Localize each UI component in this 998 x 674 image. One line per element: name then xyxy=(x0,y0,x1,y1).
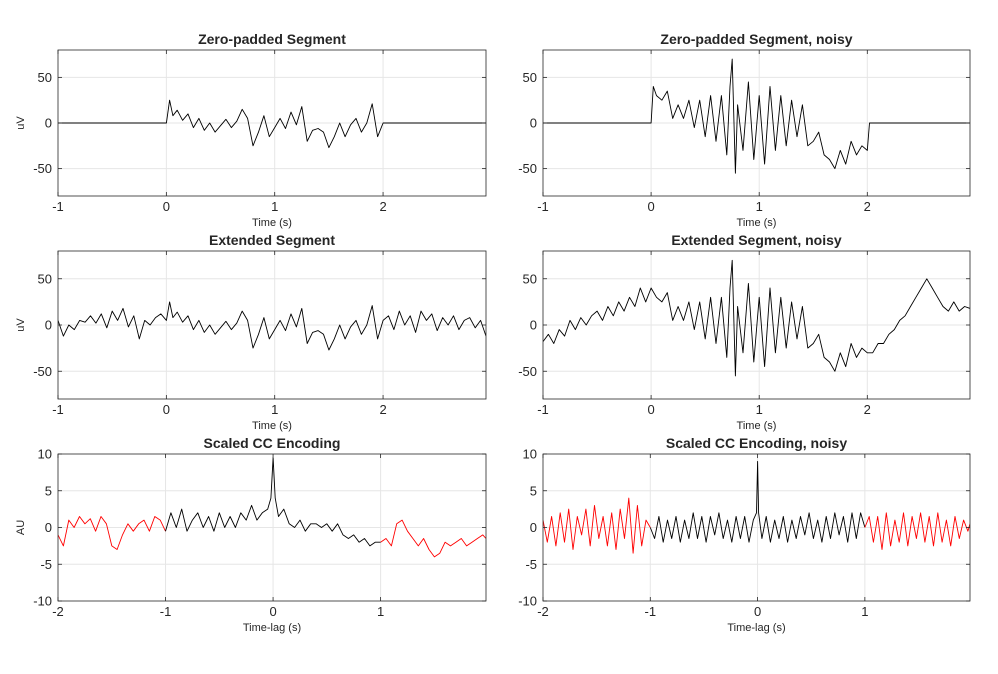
x-tick-label: -1 xyxy=(645,604,657,619)
x-tick-label: 1 xyxy=(756,199,763,214)
x-tick-label: 2 xyxy=(864,199,871,214)
series-line-1 xyxy=(58,301,486,351)
x-tick-label: 1 xyxy=(756,402,763,417)
x-tick-label: 0 xyxy=(163,199,170,214)
x-axis-label: Time (s) xyxy=(737,217,777,229)
series-line-1 xyxy=(58,99,486,149)
x-axis-label: Time (s) xyxy=(252,217,292,229)
y-tick-label: 50 xyxy=(38,271,52,286)
y-tick-label: -50 xyxy=(33,161,52,176)
y-tick-label: 50 xyxy=(523,271,537,286)
x-tick-label: 0 xyxy=(754,604,761,619)
x-tick-label: -1 xyxy=(52,199,64,214)
y-tick-label: -10 xyxy=(518,594,537,609)
y-axis-label: uV xyxy=(15,116,27,130)
y-tick-label: 0 xyxy=(45,520,52,535)
y-tick-label: 5 xyxy=(45,483,52,498)
y-tick-label: 0 xyxy=(530,520,537,535)
series-line-3 xyxy=(864,512,970,550)
x-tick-label: 1 xyxy=(271,199,278,214)
x-tick-label: -1 xyxy=(537,402,549,417)
y-tick-label: 50 xyxy=(523,70,537,85)
y-tick-label: -5 xyxy=(525,557,537,572)
y-tick-label: -10 xyxy=(33,594,52,609)
series-line-2 xyxy=(649,460,866,543)
x-tick-label: 0 xyxy=(647,199,654,214)
x-tick-label: 1 xyxy=(861,604,868,619)
y-tick-label: 0 xyxy=(45,318,52,333)
subplot-1: -1 0 1 2 50 0 -50 Zero-padded Segment Time (s) uV xyxy=(15,31,487,229)
y-tick-label: 10 xyxy=(38,447,52,462)
y-tick-label: 10 xyxy=(523,447,537,462)
y-tick-label: -50 xyxy=(518,364,537,379)
series-line-3 xyxy=(380,519,486,558)
x-tick-label: 0 xyxy=(647,402,654,417)
subplot-2: -1 0 1 2 50 0 -50 Zero-padded Segment, noisy Tim… xyxy=(518,31,971,229)
x-tick-label: 2 xyxy=(379,402,386,417)
x-tick-label: 1 xyxy=(271,402,278,417)
chart-title: Extended Segment, noisy xyxy=(671,232,842,248)
chart-title: Extended Segment xyxy=(209,232,335,248)
y-axis-label: AU xyxy=(15,520,27,535)
x-tick-label: 0 xyxy=(269,604,276,619)
y-tick-label: 0 xyxy=(530,116,537,131)
x-tick-label: 1 xyxy=(377,604,384,619)
y-tick-label: 0 xyxy=(530,318,537,333)
x-tick-label: -2 xyxy=(52,604,64,619)
x-tick-label: -2 xyxy=(537,604,549,619)
series-line-1 xyxy=(543,497,651,554)
x-axis-label: Time (s) xyxy=(252,420,292,432)
subplot-3: -1 0 1 2 50 0 -50 Extended Segment Time (s) uV xyxy=(15,232,487,432)
x-axis-label: Time (s) xyxy=(737,420,777,432)
chart-title: Zero-padded Segment, noisy xyxy=(660,31,852,47)
series-line-1 xyxy=(543,58,970,174)
x-tick-label: -1 xyxy=(537,199,549,214)
x-tick-label: -1 xyxy=(160,604,172,619)
x-tick-label: 2 xyxy=(379,199,386,214)
x-tick-label: 0 xyxy=(163,402,170,417)
x-axis-label: Time-lag (s) xyxy=(243,622,301,634)
y-tick-label: -50 xyxy=(33,364,52,379)
y-tick-label: 0 xyxy=(45,116,52,131)
y-tick-label: 5 xyxy=(530,483,537,498)
series-line-1 xyxy=(58,516,166,550)
subplot-4: -1 0 1 2 50 0 -50 Extended Segment, noisy Time (… xyxy=(518,232,971,432)
y-axis-label: uV xyxy=(15,318,27,332)
chart-title: Scaled CC Encoding, noisy xyxy=(666,435,847,451)
x-tick-label: -1 xyxy=(52,402,64,417)
x-tick-label: 2 xyxy=(864,402,871,417)
x-axis-label: Time-lag (s) xyxy=(727,622,785,634)
y-tick-label: 50 xyxy=(38,70,52,85)
chart-title: Scaled CC Encoding xyxy=(204,435,341,451)
y-tick-label: -5 xyxy=(40,557,52,572)
y-tick-label: -50 xyxy=(518,161,537,176)
series-line-1 xyxy=(543,259,970,377)
chart-title: Zero-padded Segment xyxy=(198,31,346,47)
